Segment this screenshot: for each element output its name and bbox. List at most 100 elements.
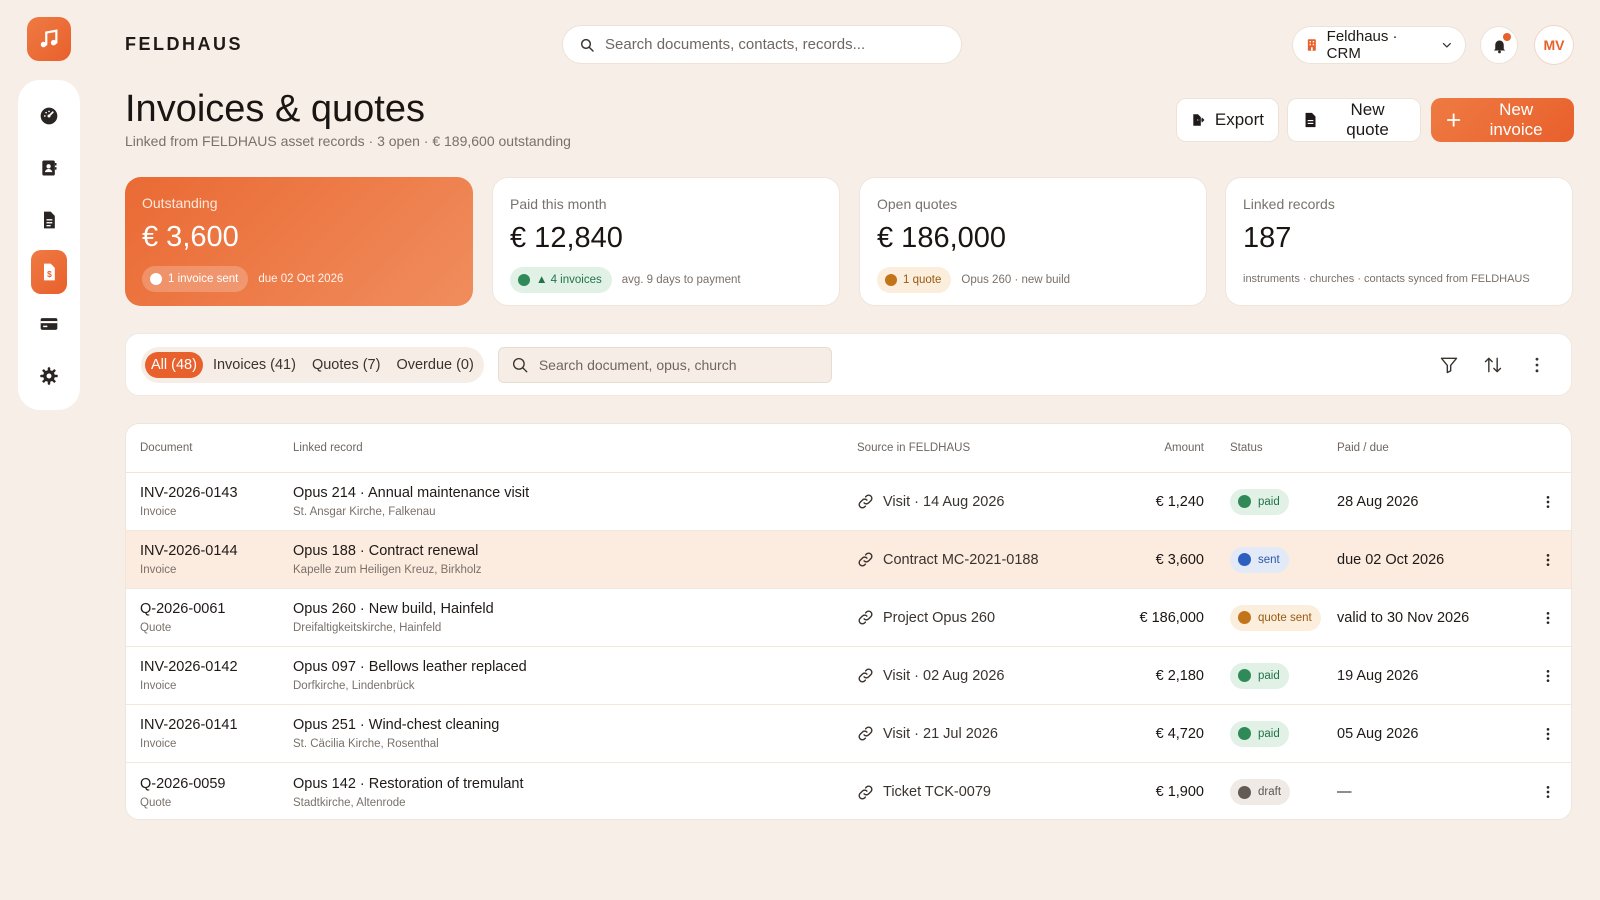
kpi-open-quotes[interactable]: Open quotes € 186,000 1 quote Opus 260 ·…	[859, 177, 1207, 306]
kpi-value: € 186,000	[877, 222, 1007, 254]
status-badge: quote sent	[1230, 604, 1321, 631]
table-search-input[interactable]	[538, 356, 819, 373]
table-search[interactable]	[497, 346, 832, 383]
sort-button[interactable]	[1482, 354, 1504, 376]
sidebar-item-documents[interactable]	[31, 198, 67, 242]
page-subtitle: Linked from FELDHAUS asset records · 3 o…	[125, 133, 571, 149]
filter-button[interactable]	[1438, 354, 1460, 376]
tab-overdue[interactable]: Overdue (0)	[396, 356, 474, 373]
more-vertical-icon[interactable]	[1540, 610, 1556, 626]
table-row[interactable]: Q-2026-0061 Quote Opus 260 · New build, H…	[126, 589, 1571, 647]
column-header-source[interactable]: Source in FELDHAUS	[857, 442, 971, 454]
linked-record[interactable]: Opus 188 · Contract renewal	[293, 543, 479, 559]
more-vertical-icon[interactable]	[1540, 784, 1556, 800]
source-link[interactable]: Visit · 02 Aug 2026	[857, 667, 1087, 684]
table-row[interactable]: INV-2026-0142 Invoice Opus 097 · Bellows …	[126, 647, 1571, 705]
link-icon	[858, 784, 873, 800]
sidebar-item-invoices[interactable]: $	[31, 250, 67, 294]
more-vertical-icon[interactable]	[1540, 726, 1556, 742]
document-type: Invoice	[140, 506, 177, 518]
kpi-label: Open quotes	[877, 196, 958, 212]
paid-due-date: —	[1337, 784, 1352, 800]
column-header-linked-record[interactable]: Linked record	[293, 442, 363, 454]
source-label: Ticket TCK-0079	[883, 784, 991, 800]
export-button[interactable]: Export	[1176, 98, 1279, 142]
filter-icon	[1440, 357, 1458, 373]
column-header-status[interactable]: Status	[1230, 442, 1263, 454]
app-logo[interactable]	[27, 17, 71, 61]
workspace-switcher[interactable]: Feldhaus · CRM	[1292, 26, 1466, 64]
document-id[interactable]: INV-2026-0144	[140, 543, 238, 559]
more-options-button[interactable]	[1526, 354, 1548, 376]
source-link[interactable]: Project Opus 260	[857, 609, 1087, 626]
table-header: Document Linked record Source in FELDHAU…	[126, 424, 1571, 473]
search-icon	[580, 38, 594, 52]
document-id[interactable]: INV-2026-0143	[140, 485, 238, 501]
column-header-document[interactable]: Document	[140, 442, 193, 454]
source-link[interactable]: Visit · 14 Aug 2026	[857, 493, 1087, 510]
avatar[interactable]: MV	[1534, 25, 1574, 65]
linked-record[interactable]: Opus 097 · Bellows leather replaced	[293, 659, 527, 675]
linked-record[interactable]: Opus 260 · New build, Hainfeld	[293, 601, 494, 617]
tab-invoices[interactable]: Invoices (41)	[212, 356, 296, 373]
workspace-label: Feldhaus · CRM	[1326, 28, 1398, 62]
more-vertical-icon[interactable]	[1540, 668, 1556, 684]
amount: € 3,600	[1155, 551, 1204, 568]
source-label: Visit · 21 Jul 2026	[883, 725, 998, 742]
document-id[interactable]: INV-2026-0142	[140, 659, 238, 675]
link-icon	[858, 668, 873, 683]
search-icon	[512, 357, 528, 372]
more-vertical-icon[interactable]	[1540, 552, 1556, 568]
filter-bar: All (48) Invoices (41) Quotes (7) Overdu…	[125, 333, 1572, 396]
more-vertical-icon[interactable]	[1540, 494, 1556, 510]
source-link[interactable]: Contract MC-2021-0188	[857, 551, 1087, 568]
linked-record[interactable]: Opus 251 · Wind-chest cleaning	[293, 717, 500, 733]
table-row[interactable]: INV-2026-0144 Invoice Opus 188 · Contract…	[126, 531, 1571, 589]
kpi-value: € 12,840	[510, 222, 623, 254]
status-label: quote sent	[1258, 611, 1312, 624]
document-id[interactable]: INV-2026-0141	[140, 717, 238, 733]
linked-location: Kapelle zum Heiligen Kreuz, Birkholz	[293, 564, 482, 576]
sidebar-item-dashboard[interactable]	[31, 94, 67, 138]
global-search[interactable]	[562, 25, 962, 64]
source-link[interactable]: Ticket TCK-0079	[857, 784, 1087, 801]
new-quote-label: New quote	[1346, 100, 1389, 139]
document-id[interactable]: Q-2026-0061	[140, 601, 226, 617]
kpi-label: Linked records	[1243, 196, 1335, 212]
kpi-chip-label: ▲ 4 invoices	[536, 274, 602, 286]
kpi-paid-this-month[interactable]: Paid this month € 12,840 ▲ 4 invoices av…	[492, 177, 840, 306]
kpi-note: due 02 Oct 2026	[258, 273, 344, 285]
new-quote-button[interactable]: New quote	[1287, 98, 1421, 142]
kpi-linked-records[interactable]: Linked records 187 instruments · churche…	[1225, 177, 1573, 306]
paid-due-date: valid to 30 Nov 2026	[1337, 609, 1470, 626]
documents-table: Document Linked record Source in FELDHAU…	[125, 423, 1572, 820]
document-type: Invoice	[140, 738, 177, 750]
link-icon	[858, 494, 873, 509]
linked-record[interactable]: Opus 214 · Annual maintenance visit	[293, 485, 530, 501]
linked-location: Dorfkirche, Lindenbrück	[293, 680, 415, 692]
amount: € 1,900	[1155, 784, 1204, 800]
notifications-button[interactable]	[1480, 26, 1518, 64]
status-badge: sent	[1230, 546, 1289, 573]
column-header-amount[interactable]: Amount	[1164, 442, 1204, 454]
table-row[interactable]: INV-2026-0143 Invoice Opus 214 · Annual m…	[126, 473, 1571, 531]
kpi-outstanding[interactable]: Outstanding € 3,600 1 invoice sent due 0…	[125, 177, 473, 306]
amount: € 1,240	[1155, 493, 1204, 510]
invoice-dollar-icon: $	[44, 263, 55, 281]
gauge-icon	[40, 107, 58, 125]
new-invoice-button[interactable]: New invoice	[1431, 98, 1574, 142]
status-badge: paid	[1230, 488, 1289, 515]
global-search-input[interactable]	[605, 36, 945, 53]
document-id[interactable]: Q-2026-0059	[140, 775, 226, 792]
table-row[interactable]: INV-2026-0141 Invoice Opus 251 · Wind-che…	[126, 705, 1571, 763]
sidebar-item-settings[interactable]	[31, 354, 67, 398]
column-header-paid-due[interactable]: Paid / due	[1337, 442, 1389, 454]
tab-all[interactable]: All (48)	[145, 351, 203, 378]
linked-record[interactable]: Opus 142 · Restoration of tremulant	[293, 775, 524, 792]
table-row[interactable]: Q-2026-0059 Quote Opus 142 · Restoration …	[126, 763, 1571, 819]
sidebar-item-contacts[interactable]	[31, 146, 67, 190]
source-link[interactable]: Visit · 21 Jul 2026	[857, 725, 1087, 742]
sidebar-item-payments[interactable]	[31, 302, 67, 346]
document-type-tabs: All (48) Invoices (41) Quotes (7) Overdu…	[141, 346, 484, 383]
tab-quotes[interactable]: Quotes (7)	[311, 356, 381, 373]
